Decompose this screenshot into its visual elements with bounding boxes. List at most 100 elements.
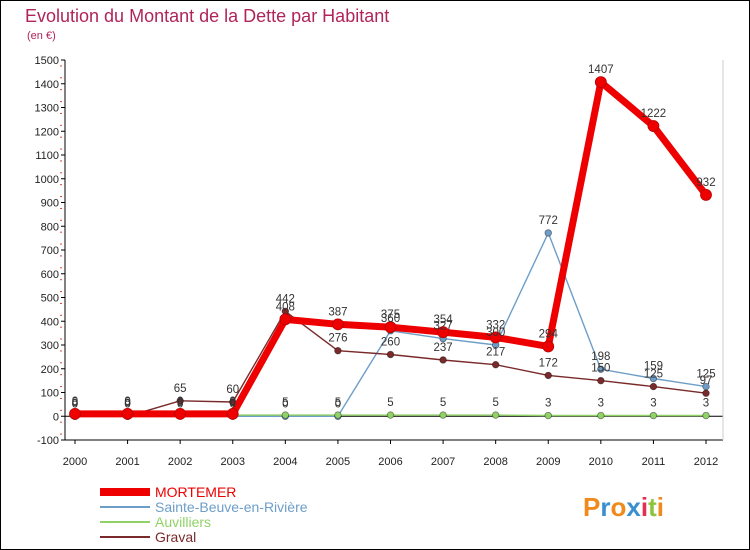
data-point-sainte-beuve-en-riviere (649, 374, 658, 383)
data-label-mortemer: 387 (328, 306, 347, 318)
data-point-auvilliers (439, 411, 447, 419)
data-label-sainte-beuve-en-riviere: 0 (124, 398, 130, 410)
data-point-mortemer (174, 407, 187, 420)
data-point-graval (386, 350, 395, 359)
axes: -100010020030040050060070080090010001100… (35, 55, 724, 468)
data-label-graval: 150 (591, 363, 610, 375)
data-label-graval: 125 (644, 369, 663, 381)
data-label-mortemer: 354 (433, 314, 453, 326)
logo-letter: t (648, 492, 657, 522)
data-label-mortemer: 1407 (588, 64, 614, 76)
legend-label: Graval (155, 529, 196, 545)
x-tick-label: 2004 (273, 456, 297, 468)
logo-letter: o (610, 492, 626, 522)
data-label-auvilliers: 3 (650, 398, 656, 410)
data-label-mortemer: 332 (486, 319, 505, 331)
data-label-mortemer: 0 (230, 396, 236, 408)
x-tick-label: 2003 (221, 456, 245, 468)
data-point-auvilliers (334, 411, 342, 419)
data-label-auvilliers: 3 (598, 398, 604, 410)
data-label-sainte-beuve-en-riviere: 0 (335, 398, 341, 410)
data-point-graval (544, 371, 552, 380)
data-label-auvilliers: 5 (492, 397, 498, 409)
proxiti-logo: Proxiti (583, 492, 664, 522)
data-point-mortemer (542, 340, 555, 353)
x-tick-label: 2007 (431, 456, 455, 468)
data-label-mortemer: 0 (72, 396, 78, 408)
data-point-mortemer (121, 407, 134, 420)
data-label-mortemer: 1222 (641, 108, 667, 120)
y-tick-label: 1400 (35, 79, 59, 91)
data-point-graval (491, 361, 500, 369)
legend-label: Auvilliers (155, 514, 211, 530)
data-label-sainte-beuve-en-riviere: 198 (591, 351, 610, 363)
data-point-auvilliers (544, 411, 552, 420)
data-label-graval: 97 (700, 375, 713, 387)
data-point-mortemer (332, 318, 344, 331)
data-point-auvilliers (491, 411, 500, 419)
y-tick-label: 300 (41, 340, 59, 352)
data-label-sainte-beuve-en-riviere: 0 (282, 398, 288, 410)
y-tick-label: 1300 (35, 103, 59, 115)
data-label-graval: 65 (174, 383, 187, 395)
data-point-mortemer (700, 188, 712, 201)
data-label-mortemer: 408 (276, 301, 295, 313)
data-label-graval: 276 (328, 333, 347, 345)
y-tick-label: 700 (41, 245, 59, 257)
x-tick-label: 2002 (168, 456, 192, 468)
data-label-sainte-beuve-en-riviere: 772 (539, 215, 558, 227)
y-tick-label: 800 (41, 221, 59, 233)
data-point-auvilliers (597, 411, 605, 420)
y-tick-label: 1000 (35, 174, 59, 186)
data-point-auvilliers (702, 411, 710, 420)
data-label-mortemer: 932 (696, 177, 715, 189)
data-label-auvilliers: 5 (440, 397, 446, 409)
data-point-sainte-beuve-en-riviere (544, 229, 552, 237)
data-point-auvilliers (281, 411, 290, 419)
y-tick-label: -100 (37, 435, 59, 447)
x-tick-label: 2006 (378, 456, 402, 468)
legend-label: MORTEMER (155, 484, 236, 500)
data-label-auvilliers: 5 (124, 397, 130, 409)
data-point-mortemer (226, 407, 239, 420)
y-tick-label: 1200 (35, 126, 59, 138)
data-point-mortemer (489, 331, 502, 344)
y-tick-label: 1500 (35, 55, 59, 67)
data-label-sainte-beuve-en-riviere: 0 (230, 398, 236, 410)
data-label-auvilliers: 5 (230, 397, 236, 409)
data-label-sainte-beuve-en-riviere: 125 (696, 369, 715, 381)
data-label-auvilliers: 5 (282, 397, 288, 409)
data-label-auvilliers: 5 (177, 397, 183, 409)
y-tick-label: 900 (41, 198, 59, 210)
y-tick-label: 500 (41, 293, 59, 305)
data-point-graval (334, 347, 342, 355)
x-tick-label: 2008 (483, 456, 507, 468)
data-label-graval: 0 (72, 398, 78, 410)
logo-letter: i (641, 492, 648, 522)
series-line-mortemer (71, 78, 710, 418)
logo-letter: i (657, 492, 664, 522)
data-label-auvilliers: 3 (703, 398, 709, 410)
data-point-graval (439, 356, 447, 364)
logo-letter: r (600, 492, 610, 522)
data-label-mortemer: 375 (381, 309, 400, 321)
chart-subtitle: (en €) (27, 30, 56, 42)
data-label-graval: 237 (433, 342, 452, 354)
data-label-sainte-beuve-en-riviere: 360 (381, 313, 400, 325)
y-tick-label: 0 (53, 411, 59, 423)
data-label-graval: 442 (276, 293, 295, 305)
data-point-sainte-beuve-en-riviere (702, 382, 710, 391)
data-label-graval: 0 (124, 398, 130, 410)
data-label-graval: 217 (486, 347, 505, 359)
x-tick-label: 2005 (326, 456, 350, 468)
data-label-sainte-beuve-en-riviere: 300 (486, 327, 505, 339)
data-point-graval (597, 376, 605, 385)
y-tick-label: 200 (41, 364, 59, 376)
data-label-graval: 260 (381, 337, 400, 349)
y-tick-label: 100 (41, 388, 59, 400)
data-point-graval (649, 382, 658, 391)
logo-letter: x (626, 492, 641, 522)
x-tick-label: 2010 (589, 456, 613, 468)
